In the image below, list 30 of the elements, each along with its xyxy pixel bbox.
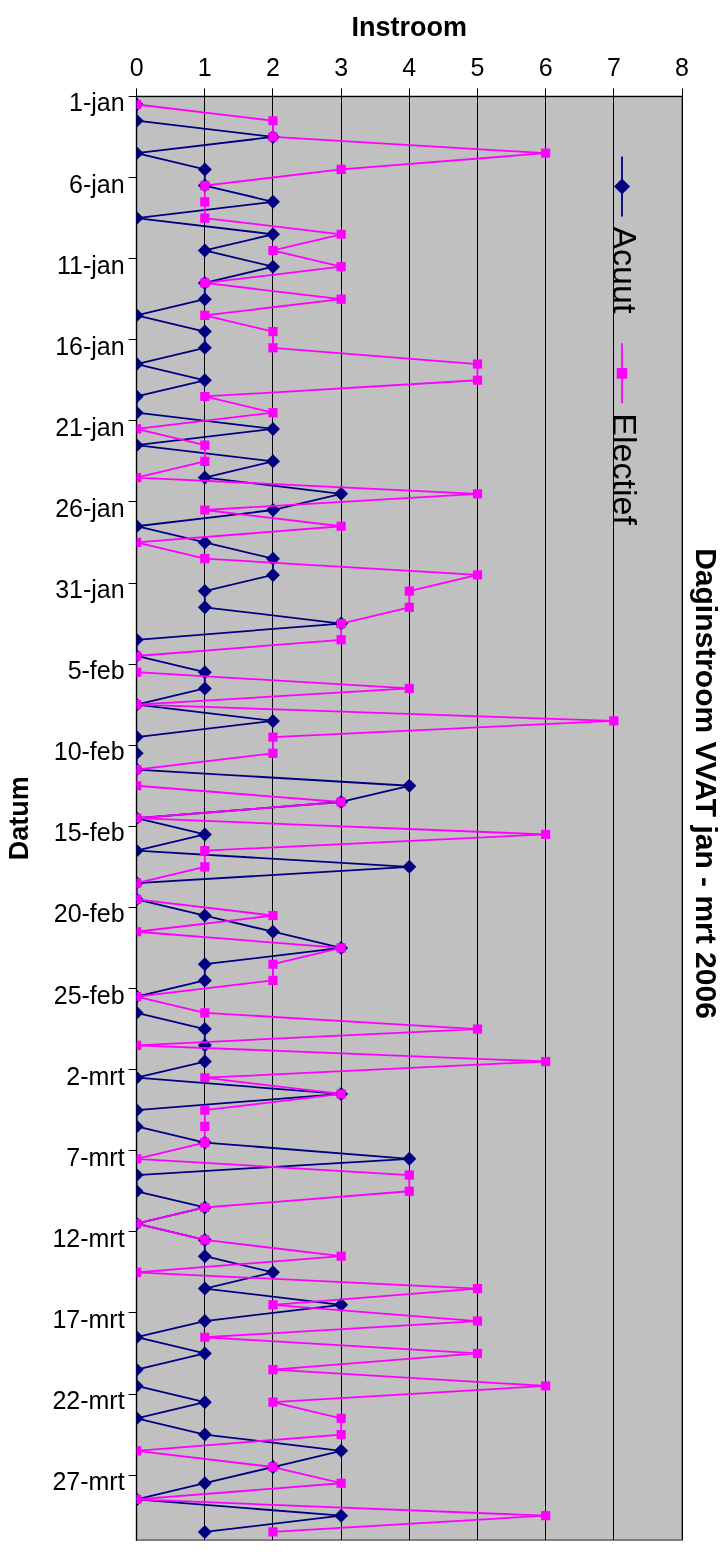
y-tick-label: 12-mrt (52, 1223, 125, 1252)
x-tick-label: 5 (470, 53, 485, 82)
x-axis-title: Instroom (351, 11, 468, 42)
y-tick-label: 16-jan (55, 331, 125, 360)
y-tick-label: 25-feb (53, 980, 125, 1009)
y-tick-label: 5-feb (67, 656, 125, 685)
x-tick-label: 8 (675, 53, 689, 82)
x-tick-label: 6 (538, 53, 553, 82)
text: Daginstroom VVAT jan - mrt 2006 (689, 548, 723, 1019)
y-tick-label: 20-feb (53, 899, 125, 928)
x-tick-label: 2 (266, 53, 280, 82)
y-tick-label: 27-mrt (52, 1467, 125, 1496)
y-tick-label: 15-feb (53, 818, 125, 847)
x-tick-label: 7 (606, 53, 621, 82)
y-tick-label: 2-mrt (66, 1061, 125, 1090)
x-tick-label: 4 (402, 53, 417, 82)
y-tick-label: 26-jan (55, 493, 125, 522)
x-tick-label: 1 (197, 53, 212, 82)
y-tick-label: 7-mrt (66, 1142, 125, 1171)
y-tick-label: 6-jan (69, 169, 125, 198)
y-tick-label: 11-jan (56, 250, 125, 279)
y-axis-title: Datum (3, 776, 34, 861)
x-tick-label: 0 (129, 53, 144, 82)
x-tick-label: 3 (334, 53, 349, 82)
y-tick-label: 31-jan (55, 575, 125, 604)
y-tick-label: 10-feb (53, 737, 125, 766)
y-tick-label: 21-jan (55, 412, 125, 441)
y-tick-label: 22-mrt (52, 1386, 125, 1415)
y-tick-label: 1-jan (69, 88, 125, 117)
y-tick-label: 17-mrt (52, 1304, 125, 1333)
